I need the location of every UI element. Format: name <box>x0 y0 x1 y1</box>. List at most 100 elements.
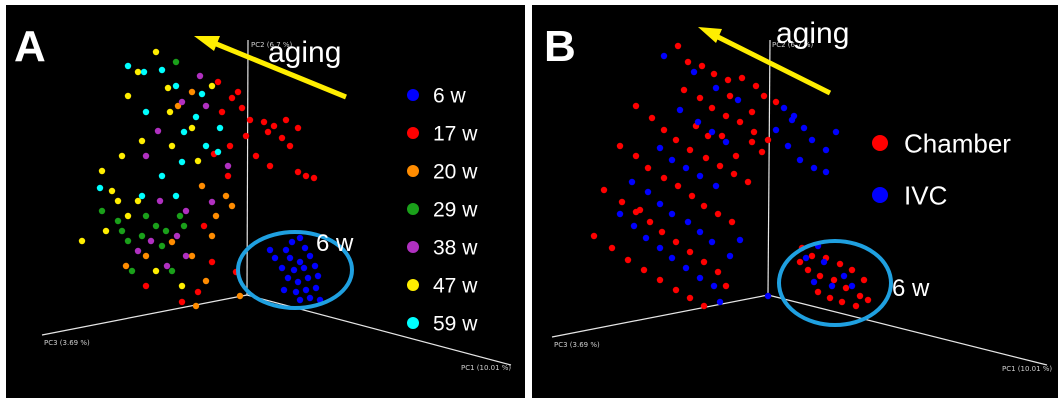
point-ivc <box>710 282 718 290</box>
scatter-plot-b: PC2 (6.7 %) PC3 (3.69 %) PC1 (10.01 %) a… <box>544 17 1052 373</box>
point-ivc <box>848 282 856 290</box>
panel-b: PC2 (6.7 %) PC3 (3.69 %) PC1 (10.01 %) a… <box>532 5 1058 398</box>
point-ivc <box>628 178 636 186</box>
point-ivc <box>772 126 780 134</box>
point-ivc <box>696 228 704 236</box>
point-6-w <box>296 296 304 304</box>
aging-label-b: aging <box>776 17 849 50</box>
point-ivc <box>722 138 730 146</box>
point-6-w <box>306 294 314 302</box>
point-38-w <box>208 198 216 206</box>
point-20-w <box>212 212 220 220</box>
panel-letter-a: A <box>14 22 46 71</box>
point-ivc <box>668 210 676 218</box>
point-ivc <box>822 168 830 176</box>
point-59-w <box>178 158 186 166</box>
six-week-circle-b <box>777 239 893 327</box>
point-ivc <box>630 222 638 230</box>
point-chamber <box>680 86 688 94</box>
point-ivc <box>840 272 848 280</box>
point-17-w <box>214 78 222 86</box>
point-chamber <box>748 108 756 116</box>
point-ivc <box>676 106 684 114</box>
legend-marker-17-w <box>407 127 419 139</box>
point-chamber <box>656 276 664 284</box>
point-chamber <box>688 192 696 200</box>
point-chamber <box>700 258 708 266</box>
point-29-w <box>162 227 170 235</box>
point-59-w <box>124 62 132 70</box>
point-17-w <box>226 142 234 150</box>
point-chamber <box>852 302 860 310</box>
point-20-w <box>168 238 176 246</box>
point-17-w <box>264 128 272 136</box>
point-59-w <box>216 124 224 132</box>
point-29-w <box>98 207 106 215</box>
point-chamber <box>842 284 850 292</box>
point-47-w <box>194 157 202 165</box>
point-chamber <box>616 142 624 150</box>
point-chamber <box>644 164 652 172</box>
point-ivc <box>616 210 624 218</box>
point-47-w <box>114 197 122 205</box>
point-29-w <box>168 267 176 275</box>
point-ivc <box>828 282 836 290</box>
point-ivc <box>684 218 692 226</box>
point-59-w <box>142 108 150 116</box>
point-ivc <box>682 164 690 172</box>
point-chamber <box>672 136 680 144</box>
point-29-w <box>114 217 122 225</box>
point-17-w <box>252 152 260 160</box>
point-29-w <box>158 242 166 250</box>
point-6-w <box>302 286 310 294</box>
legend-marker-47-w <box>407 279 419 291</box>
point-47-w <box>152 48 160 56</box>
point-17-w <box>242 132 250 140</box>
point-chamber <box>660 174 668 182</box>
point-6-w <box>312 284 320 292</box>
legend-marker-38-w <box>407 241 419 253</box>
point-20-w <box>222 192 230 200</box>
point-chamber <box>724 76 732 84</box>
point-chamber <box>632 152 640 160</box>
point-chamber <box>648 114 656 122</box>
point-chamber <box>718 132 726 140</box>
point-29-w <box>172 58 180 66</box>
point-ivc <box>656 144 664 152</box>
point-ivc <box>796 156 804 164</box>
point-chamber <box>760 92 768 100</box>
point-chamber <box>744 178 752 186</box>
point-59-w <box>172 82 180 90</box>
point-chamber <box>804 266 812 274</box>
legend-label-47-w: 47 w <box>433 275 478 298</box>
point-chamber <box>796 258 804 266</box>
legend-label-59-w: 59 w <box>433 313 478 336</box>
point-6-w <box>271 254 279 262</box>
point-ivc <box>808 136 816 144</box>
axis-label-pc1-b: PC1 (10.01 %) <box>1002 365 1052 373</box>
legend-marker-59-w <box>407 317 419 329</box>
point-chamber <box>710 70 718 78</box>
point-17-w <box>142 282 150 290</box>
point-47-w <box>124 212 132 220</box>
point-17-w <box>282 116 290 124</box>
point-ivc <box>726 252 734 260</box>
point-chamber <box>758 148 766 156</box>
legend-marker-6-w <box>407 89 419 101</box>
point-17-w <box>178 298 186 306</box>
point-chamber <box>738 74 746 82</box>
point-59-w <box>140 68 148 76</box>
point-chamber <box>674 182 682 190</box>
point-29-w <box>176 212 184 220</box>
aging-arrow-b <box>712 32 832 96</box>
axis-pc2-a <box>246 39 249 296</box>
point-chamber <box>864 296 872 304</box>
point-chamber <box>714 268 722 276</box>
point-chamber <box>830 276 838 284</box>
legend-marker-29-w <box>407 203 419 215</box>
six-week-label-b: 6 w <box>892 275 930 302</box>
point-17-w <box>278 134 286 142</box>
legend-marker-20-w <box>407 165 419 177</box>
point-20-w <box>188 88 196 96</box>
aging-arrow-head-b <box>698 27 722 43</box>
